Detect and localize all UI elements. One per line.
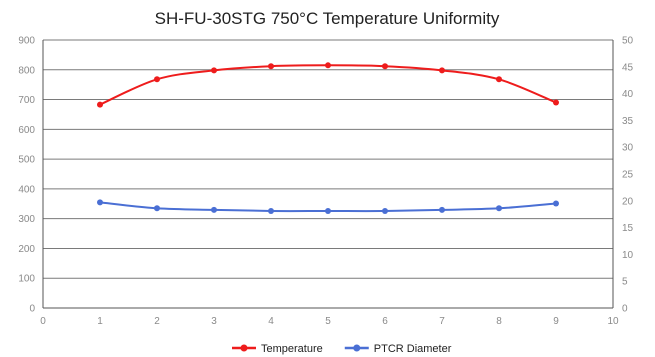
y-tick-label: 100 — [18, 274, 35, 285]
ptcr-diameter-point — [382, 207, 388, 214]
y-tick-label: 600 — [18, 125, 35, 136]
temperature-point — [382, 63, 388, 70]
x-tick-label: 0 — [40, 316, 46, 327]
temperature-point — [439, 67, 445, 74]
temperature-line — [99, 64, 557, 106]
temperature-point — [268, 63, 274, 70]
y2-tick-label: 0 — [622, 304, 628, 315]
y-tick-label: 500 — [18, 155, 35, 166]
series-layer — [97, 62, 559, 214]
legend-swatch-marker — [240, 344, 248, 352]
x-tick-label: 4 — [268, 316, 274, 327]
y-tick-label: 300 — [18, 214, 35, 225]
ptcr-diameter-point — [211, 206, 217, 213]
ptcr-diameter-point — [553, 200, 559, 207]
temperature-point — [97, 101, 103, 108]
x-tick-label: 5 — [325, 316, 331, 327]
y2-tick-label: 50 — [622, 36, 634, 47]
legend-label: Temperature — [261, 343, 323, 355]
ptcr-diameter-point — [97, 199, 103, 206]
x-tick-label: 1 — [97, 316, 103, 327]
axes — [42, 40, 614, 309]
temperature-point — [553, 99, 559, 106]
y2-tick-label: 40 — [622, 89, 634, 100]
y-tick-label: 900 — [18, 36, 35, 47]
y-tick-label: 400 — [18, 184, 35, 195]
ptcr-diameter-point — [439, 206, 445, 213]
y2-tick-label: 30 — [622, 143, 634, 154]
y-tick-label: 800 — [18, 65, 35, 76]
ptcr-diameter-point — [154, 205, 160, 212]
x-tick-label: 2 — [154, 316, 160, 327]
legend: Temperature PTCR Diameter — [232, 343, 452, 355]
y2-tick-label: 25 — [622, 170, 634, 181]
y-tick-label: 200 — [18, 244, 35, 255]
temperature-point — [496, 76, 502, 83]
x-tick-label: 10 — [607, 316, 619, 327]
y-tick-label: 700 — [18, 95, 35, 106]
temperature-point — [325, 62, 331, 69]
x-tick-label: 6 — [382, 316, 388, 327]
y2-tick-label: 5 — [622, 277, 628, 288]
ptcr-diameter-point — [496, 205, 502, 212]
y-axis-ticks: 0 100 200 300 400 500 600 700 800 900 — [18, 36, 35, 315]
legend-label: PTCR Diameter — [374, 343, 452, 355]
temperature-point — [211, 67, 217, 74]
grid — [43, 39, 613, 309]
y2-axis-ticks: 0 5 10 15 20 25 30 35 40 45 50 — [622, 36, 634, 315]
ptcr-diameter-point — [325, 207, 331, 214]
y-tick-label: 0 — [29, 304, 35, 315]
x-tick-label: 9 — [553, 316, 559, 327]
x-tick-label: 7 — [439, 316, 445, 327]
y2-tick-label: 15 — [622, 223, 634, 234]
temperature-point — [154, 76, 160, 83]
x-tick-label: 8 — [496, 316, 502, 327]
legend-swatch-marker — [353, 344, 361, 352]
y2-tick-label: 35 — [622, 116, 634, 127]
y2-tick-label: 45 — [622, 62, 634, 73]
x-tick-label: 3 — [211, 316, 217, 327]
legend-item-temperature: Temperature — [232, 343, 323, 355]
ptcr-diameter-point — [268, 207, 274, 214]
y2-tick-label: 20 — [622, 196, 634, 207]
y2-tick-label: 10 — [622, 250, 634, 261]
chart-title: SH-FU-30STG 750°C Temperature Uniformity — [155, 9, 500, 28]
x-axis-ticks: 0 1 2 3 4 5 6 7 8 9 10 — [40, 316, 619, 327]
legend-item-ptcr-diameter: PTCR Diameter — [344, 343, 452, 355]
